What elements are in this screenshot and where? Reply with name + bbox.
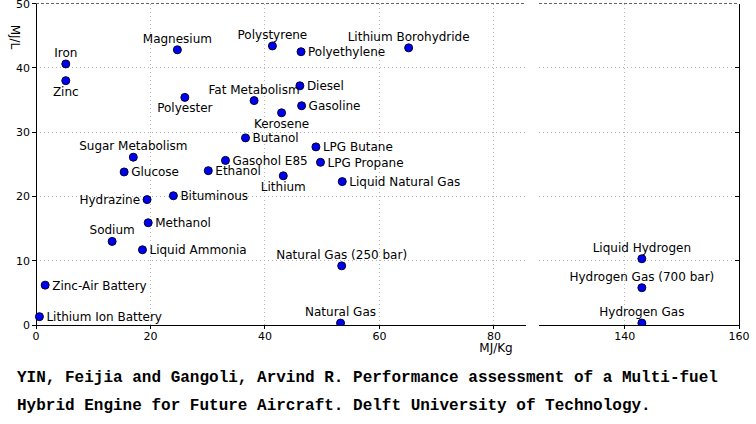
energy-density-scatter-chart: 01020304050020406080140160MJ/KgMJ/LLithi… [0,0,756,358]
x-tick-label: 40 [258,330,272,343]
point-label-lpg-propane: LPG Propane [327,156,403,170]
point-label-magnesium: Magnesium [143,32,212,46]
y-tick-label: 0 [23,319,30,332]
point-label-hydrazine: Hydrazine [79,193,140,207]
data-point-lithium-borohydride [405,44,413,52]
point-label-bituminous: Bituminous [180,189,248,203]
point-label-natural-gas: Natural Gas [305,305,376,319]
y-axis-title: MJ/L [8,25,22,50]
x-tick-label: 160 [729,330,750,343]
point-label-polyester: Polyester [157,101,212,115]
data-point-hydrazine [143,196,151,204]
point-label-polystyrene: Polystyrene [238,28,308,42]
point-label-zinc: Zinc [53,85,79,99]
data-point-natural-gas [337,319,345,327]
data-point-lpg-propane [316,158,324,166]
x-tick-label: 140 [614,330,635,343]
data-point-hydrogen-gas-700-bar [638,284,646,292]
point-label-liquid-hydrogen: Liquid Hydrogen [593,241,691,255]
point-label-hydrogen-gas-700-bar: Hydrogen Gas (700 bar) [569,270,714,284]
point-label-lithium: Lithium [261,180,306,194]
point-label-lpg-butane: LPG Butane [323,140,393,154]
x-tick-label: 60 [372,330,386,343]
data-point-sodium [108,237,116,245]
data-point-gasoline [298,102,306,110]
data-point-polyester [181,93,189,101]
point-label-diesel: Diesel [307,79,344,93]
point-label-sugar-metabolism: Sugar Metabolism [79,139,187,153]
data-point-methanol [144,219,152,227]
data-point-bituminous [169,192,177,200]
point-label-iron: Iron [54,46,77,60]
point-label-gasoline: Gasoline [309,99,361,113]
point-label-polyethylene: Polyethylene [308,45,385,59]
data-point-iron [62,60,70,68]
data-point-polystyrene [268,42,276,50]
point-label-lithium-borohydride: Lithium Borohydride [348,30,470,44]
data-point-butanol [242,134,250,142]
y-tick-label: 10 [16,255,30,268]
data-point-lithium [279,172,287,180]
figure: 01020304050020406080140160MJ/KgMJ/LLithi… [0,0,756,424]
x-tick-label: 20 [143,330,157,343]
point-label-hydrogen-gas: Hydrogen Gas [599,305,684,319]
scatter-plot-canvas: 01020304050020406080140160MJ/KgMJ/LLithi… [0,0,756,358]
data-point-lithium-ion-battery [35,313,43,321]
caption-line-1: YIN, Feijia and Gangoli, Arvind R. Perfo… [17,364,747,392]
data-point-liquid-natural-gas [338,178,346,186]
data-point-liquid-hydrogen [638,255,646,263]
data-point-zinc [62,77,70,85]
y-tick-label: 30 [16,126,30,139]
x-tick-label: 0 [33,330,40,343]
data-point-kerosene [278,109,286,117]
point-label-lithium-ion-battery: Lithium Ion Battery [46,310,161,324]
data-point-zinc-air-battery [41,281,49,289]
data-point-fat-metabolism [250,97,258,105]
data-point-hydrogen-gas [638,319,646,327]
data-point-liquid-ammonia [138,246,146,254]
point-label-natural-gas-250-bar: Natural Gas (250 bar) [276,248,407,262]
point-label-liquid-natural-gas: Liquid Natural Gas [349,175,460,189]
point-label-fat-metabolism: Fat Metabolism [209,83,300,97]
point-labels-layer: Lithium Ion Battery Zinc-Air Battery Iron Z… [46,28,714,324]
point-label-kerosene: Kerosene [254,117,309,131]
data-point-sugar-metabolism [129,153,137,161]
data-point-lpg-butane [312,143,320,151]
caption-line-2: Hybrid Engine for Future Aircraft. Delft… [17,392,747,420]
point-label-glucose: Glucose [131,165,179,179]
point-label-methanol: Methanol [155,216,211,230]
point-label-sodium: Sodium [90,223,135,237]
data-point-ethanol [204,167,212,175]
citation-caption: YIN, Feijia and Gangoli, Arvind R. Perfo… [17,364,747,420]
point-label-liquid-ammonia: Liquid Ammonia [149,243,246,257]
data-point-magnesium [173,46,181,54]
point-label-gasohol-e85: Gasohol E85 [232,154,307,168]
data-point-natural-gas-250-bar [338,262,346,270]
data-point-glucose [120,168,128,176]
point-label-zinc-air-battery: Zinc-Air Battery [52,279,147,293]
point-label-butanol: Butanol [253,131,299,145]
x-axis-title: MJ/Kg [479,341,512,355]
y-tick-label: 20 [16,190,30,203]
y-tick-label: 40 [16,62,30,75]
data-point-polyethylene [297,48,305,56]
y-tick-label: 50 [16,0,30,11]
